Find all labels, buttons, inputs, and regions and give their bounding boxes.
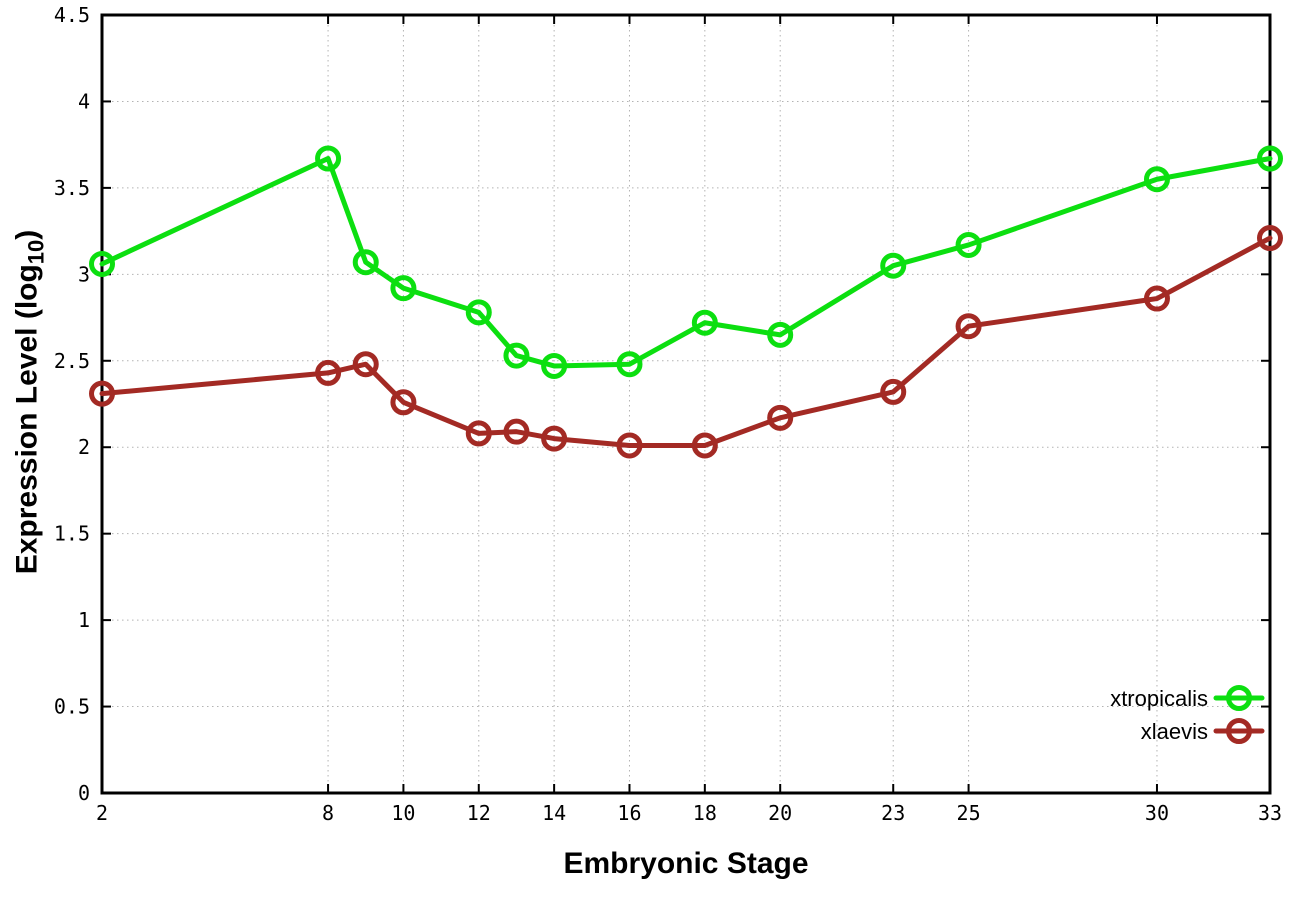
series-line-xtropicalis	[99, 155, 1273, 369]
data-point-xtropicalis	[503, 342, 530, 369]
data-point-xtropicalis	[315, 145, 342, 172]
y-tick-label: 2	[78, 435, 90, 459]
data-point-xlaevis	[465, 420, 492, 447]
legend-marker-xlaevis	[1226, 718, 1252, 744]
x-tick-label: 20	[768, 801, 792, 825]
y-axis-title-close: )	[10, 229, 44, 240]
x-tick-label: 12	[467, 801, 491, 825]
data-point-xlaevis	[390, 389, 417, 416]
y-tick-label: 4	[78, 89, 90, 113]
x-tick-label: 2	[96, 801, 108, 825]
x-tick-label: 33	[1258, 801, 1282, 825]
x-tick-label: 10	[391, 801, 415, 825]
data-point-xtropicalis	[541, 352, 568, 379]
x-tick-label: 23	[881, 801, 905, 825]
data-point-xlaevis	[352, 351, 379, 378]
data-point-xlaevis	[541, 425, 568, 452]
legend-label-xlaevis: xlaevis	[1141, 719, 1208, 744]
data-point-xlaevis	[503, 418, 530, 445]
series-line-xlaevis	[99, 235, 1273, 448]
data-point-xlaevis	[767, 404, 794, 431]
y-tick-label: 3.5	[54, 176, 90, 200]
legend-label-xtropicalis: xtropicalis	[1110, 686, 1208, 711]
y-tick-label: 2.5	[54, 349, 90, 373]
data-point-xtropicalis	[89, 250, 115, 277]
data-point-xtropicalis	[390, 275, 417, 302]
data-point-xtropicalis	[880, 252, 907, 279]
y-axis-title: Expression Level (log10)	[11, 230, 50, 575]
y-tick-label: 0.5	[54, 695, 90, 719]
plot-border	[100, 13, 1272, 795]
x-tick-label: 14	[542, 801, 566, 825]
data-point-xtropicalis	[767, 321, 794, 348]
data-point-xlaevis	[89, 380, 115, 407]
y-tick-label: 1.5	[54, 522, 90, 546]
y-tick-label: 3	[78, 262, 90, 286]
data-point-xlaevis	[315, 359, 342, 386]
data-point-xlaevis	[691, 432, 718, 459]
x-tick-label: 25	[957, 801, 981, 825]
data-point-xtropicalis	[955, 231, 982, 258]
data-point-xtropicalis	[352, 249, 379, 276]
data-point-xtropicalis	[465, 299, 492, 326]
x-tick-label: 8	[322, 801, 334, 825]
y-tick-label: 0	[78, 781, 90, 805]
y-axis-title-text: Expression Level (log	[10, 264, 44, 575]
data-point-xlaevis	[955, 313, 982, 340]
data-point-xlaevis	[1257, 225, 1283, 252]
x-axis-title: Embryonic Stage	[563, 847, 809, 880]
data-point-xtropicalis	[691, 309, 718, 336]
data-point-xtropicalis	[1143, 166, 1170, 193]
x-tick-label: 18	[693, 801, 717, 825]
y-axis-title-subscript: 10	[23, 239, 49, 265]
legend-marker-xtropicalis	[1226, 685, 1252, 711]
y-tick-label: 1	[78, 608, 90, 632]
x-tick-label: 16	[617, 801, 641, 825]
data-point-xlaevis	[1143, 285, 1170, 312]
x-tick-label: 30	[1145, 801, 1169, 825]
data-point-xtropicalis	[616, 351, 643, 378]
data-point-xtropicalis	[1257, 145, 1283, 172]
y-tick-label: 4.5	[54, 3, 90, 27]
data-point-xlaevis	[616, 432, 643, 459]
data-point-xlaevis	[880, 378, 907, 405]
